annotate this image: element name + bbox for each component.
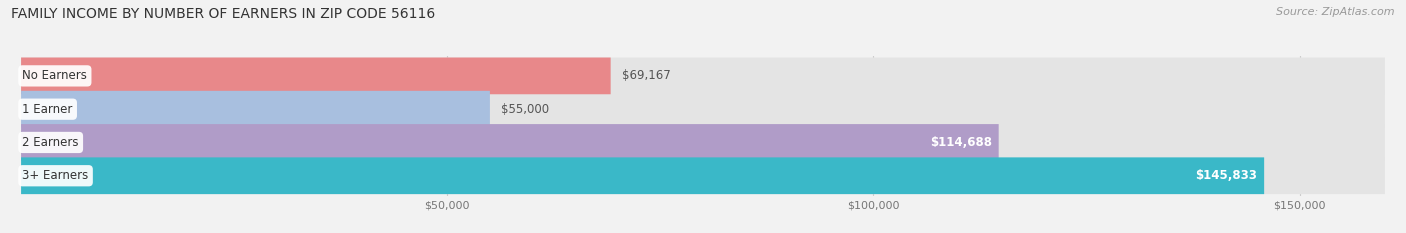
Text: No Earners: No Earners [22,69,87,82]
Text: $69,167: $69,167 [621,69,671,82]
FancyBboxPatch shape [21,58,1385,94]
Text: FAMILY INCOME BY NUMBER OF EARNERS IN ZIP CODE 56116: FAMILY INCOME BY NUMBER OF EARNERS IN ZI… [11,7,436,21]
Text: $55,000: $55,000 [501,103,548,116]
Text: $114,688: $114,688 [929,136,991,149]
Text: Source: ZipAtlas.com: Source: ZipAtlas.com [1277,7,1395,17]
FancyBboxPatch shape [21,157,1264,194]
Text: 1 Earner: 1 Earner [22,103,73,116]
Text: 2 Earners: 2 Earners [22,136,79,149]
Text: $145,833: $145,833 [1195,169,1257,182]
FancyBboxPatch shape [21,91,1385,127]
FancyBboxPatch shape [21,124,1385,161]
FancyBboxPatch shape [21,157,1385,194]
Text: 3+ Earners: 3+ Earners [22,169,89,182]
FancyBboxPatch shape [21,58,610,94]
FancyBboxPatch shape [21,124,998,161]
FancyBboxPatch shape [21,91,489,127]
